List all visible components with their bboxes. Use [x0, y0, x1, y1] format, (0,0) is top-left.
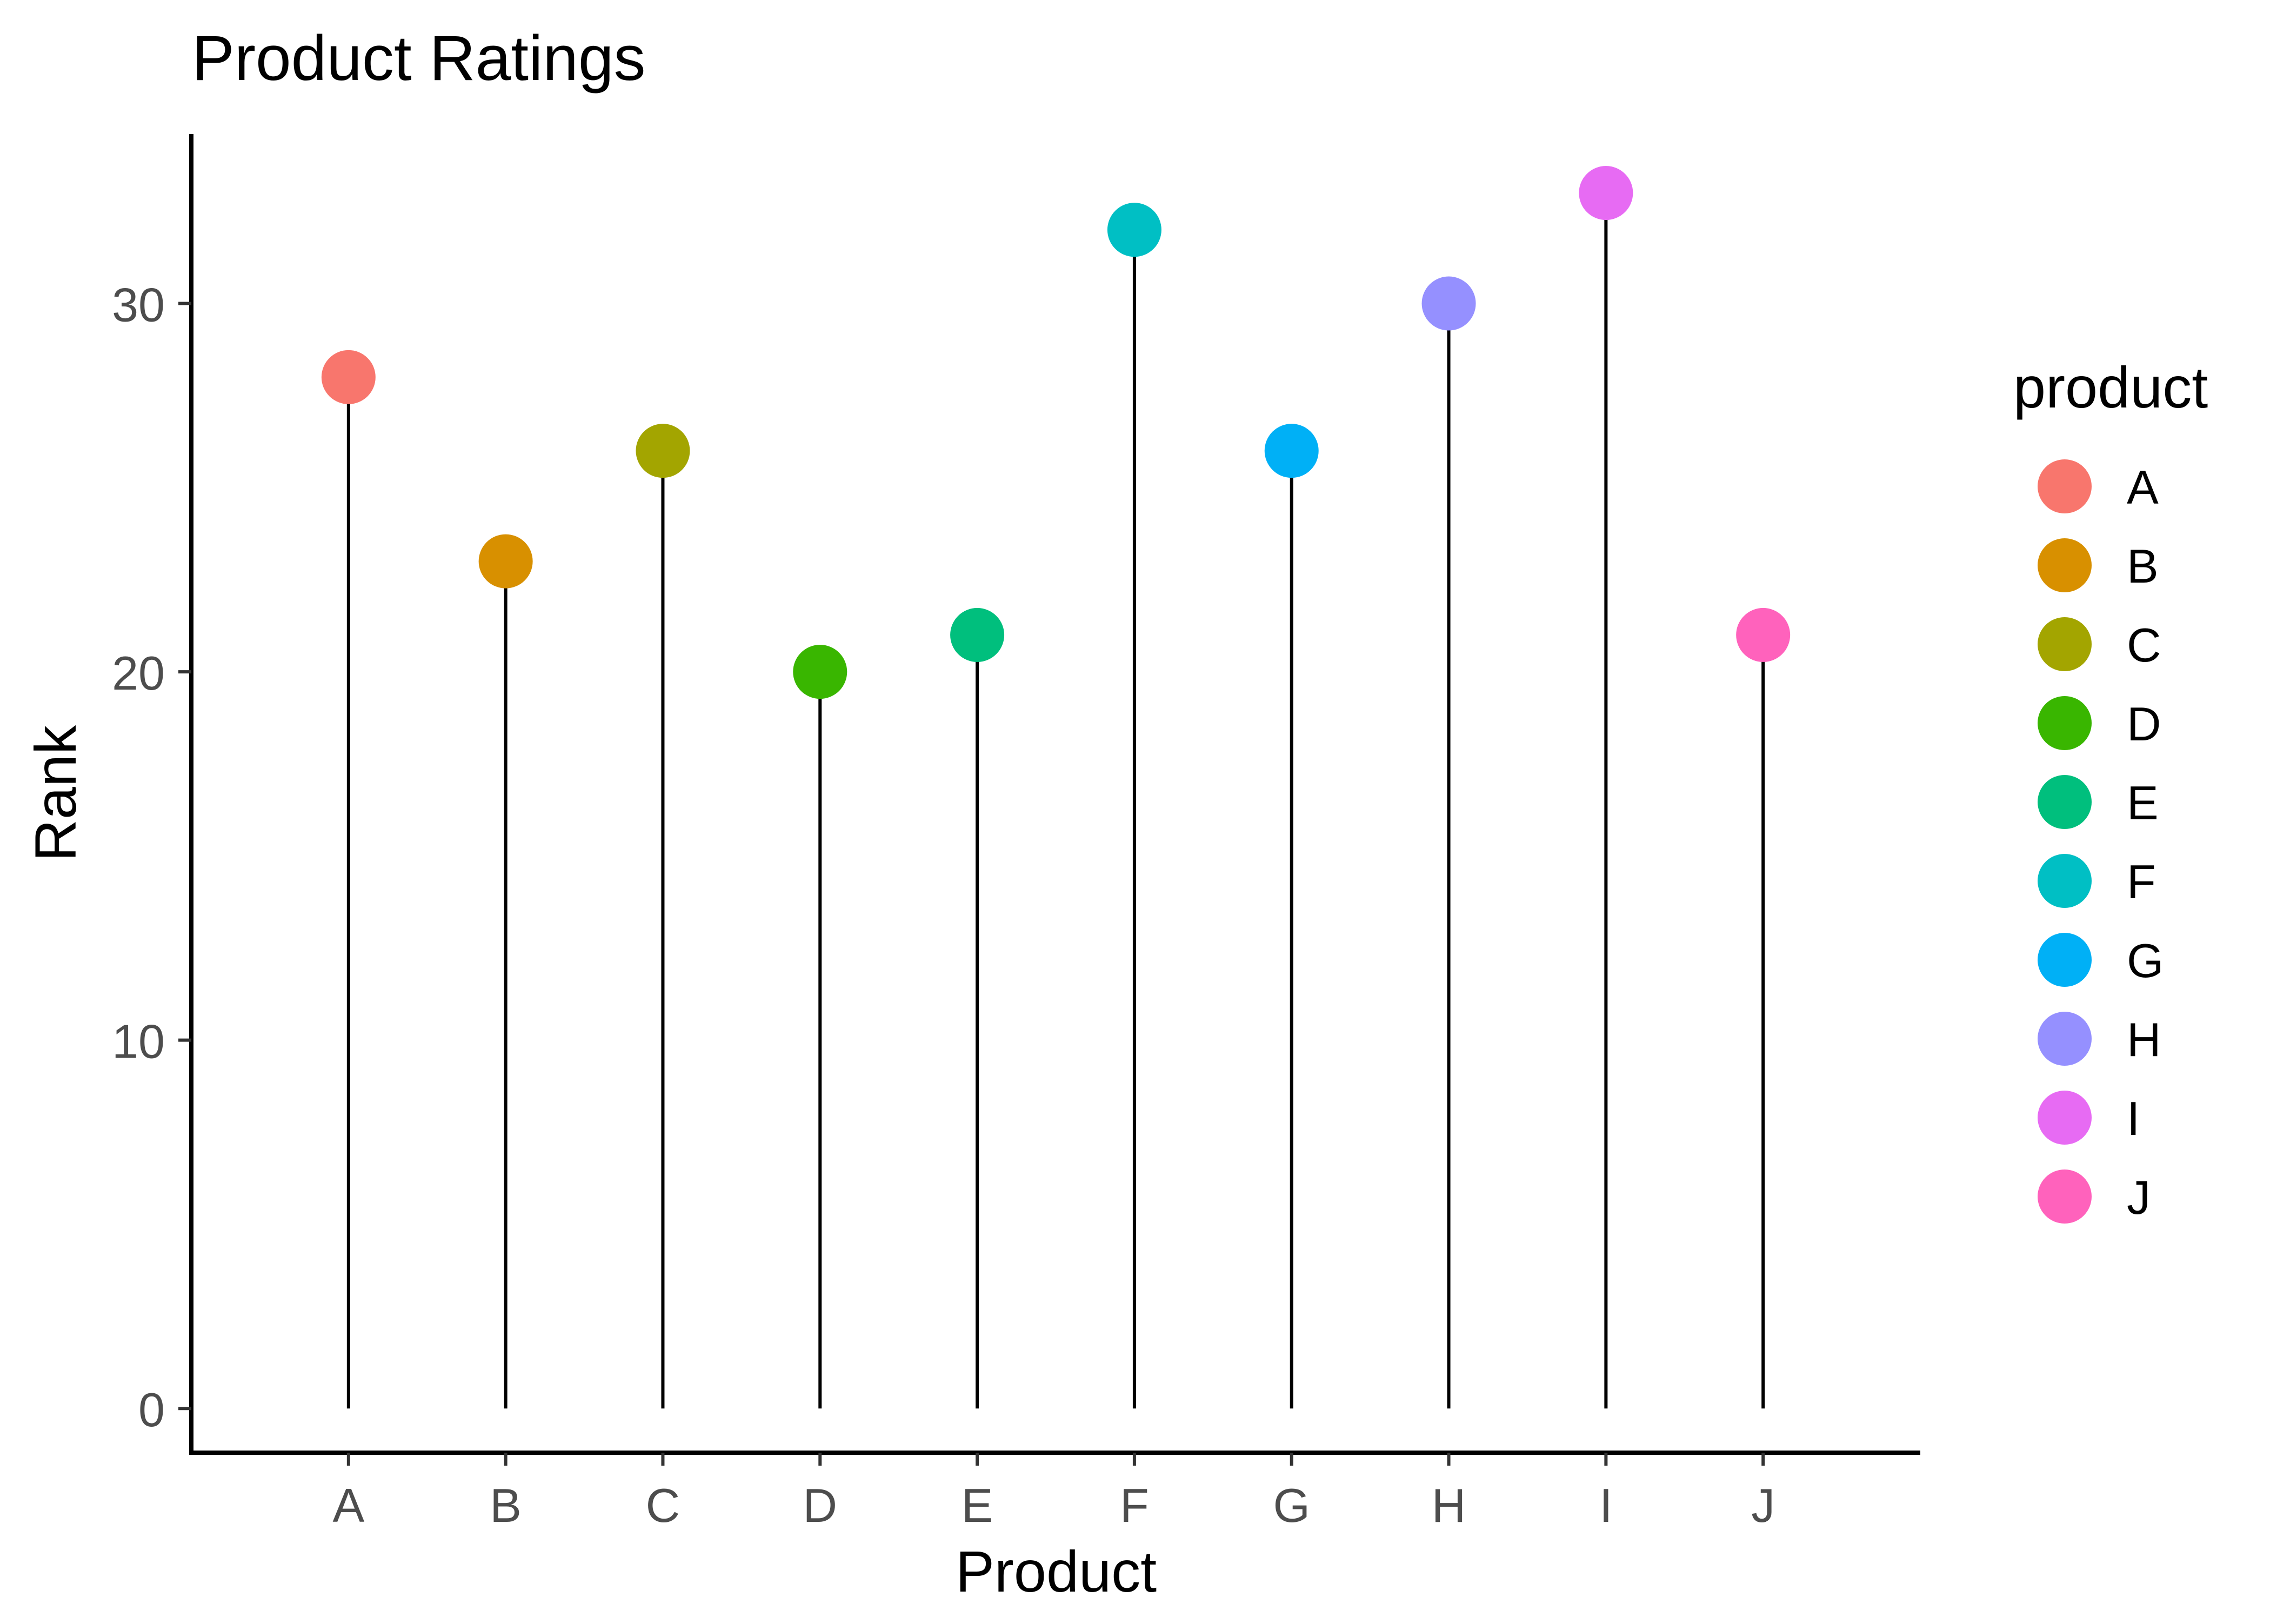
legend-label: J — [2127, 1171, 2151, 1224]
x-tick-label: J — [1751, 1479, 1775, 1532]
lollipop-point-J — [1736, 607, 1791, 662]
x-tick-label: C — [646, 1479, 680, 1532]
y-tick-label: 30 — [112, 278, 165, 332]
legend-key-I — [2038, 1091, 2092, 1145]
lollipop-point-H — [1421, 276, 1476, 331]
lollipop-point-C — [636, 424, 690, 478]
plot-area — [321, 166, 1791, 1409]
legend-key-B — [2038, 538, 2092, 592]
lollipop-point-E — [950, 607, 1005, 662]
legend-label: A — [2127, 460, 2159, 514]
lollipop-point-F — [1107, 203, 1161, 257]
x-tick-label: A — [332, 1479, 364, 1532]
legend-key-D — [2038, 696, 2092, 750]
x-tick-label: H — [1432, 1479, 1466, 1532]
lollipop-point-I — [1579, 166, 1633, 220]
lollipop-point-G — [1264, 424, 1319, 478]
x-axis-ticks: A B C D E F G H I J — [332, 1453, 1775, 1532]
x-tick-label: I — [1599, 1479, 1612, 1532]
legend-label: G — [2127, 934, 2164, 987]
legend-key-F — [2038, 854, 2092, 908]
legend-label: B — [2127, 539, 2159, 593]
x-tick-label: D — [803, 1479, 837, 1532]
y-axis-title: Rank — [23, 725, 88, 861]
y-tick-label: 10 — [112, 1015, 165, 1068]
x-tick-label: G — [1273, 1479, 1310, 1532]
legend-key-G — [2038, 933, 2092, 987]
legend-label: F — [2127, 855, 2156, 908]
x-tick-label: B — [490, 1479, 522, 1532]
legend-label: H — [2127, 1013, 2161, 1066]
chart-title: Product Ratings — [192, 23, 646, 94]
legend-label: C — [2127, 618, 2161, 672]
lollipop-point-B — [478, 534, 533, 589]
y-tick-label: 20 — [112, 646, 165, 700]
legend-key-H — [2038, 1012, 2092, 1066]
lollipop-point-A — [321, 350, 376, 404]
x-tick-label: E — [962, 1479, 993, 1532]
legend-label: E — [2127, 776, 2159, 830]
y-tick-label: 0 — [138, 1383, 165, 1436]
x-tick-label: F — [1120, 1479, 1149, 1532]
legend-key-E — [2038, 775, 2092, 829]
y-axis-ticks: 0 10 20 30 — [112, 278, 191, 1436]
x-axis-title: Product — [956, 1539, 1157, 1604]
legend-label: I — [2127, 1092, 2140, 1145]
legend-label: D — [2127, 697, 2161, 751]
legend-key-C — [2038, 617, 2092, 671]
lollipop-point-D — [793, 645, 847, 699]
legend-title: product — [2013, 355, 2208, 420]
legend-key-J — [2038, 1169, 2092, 1224]
legend-key-A — [2038, 459, 2092, 513]
